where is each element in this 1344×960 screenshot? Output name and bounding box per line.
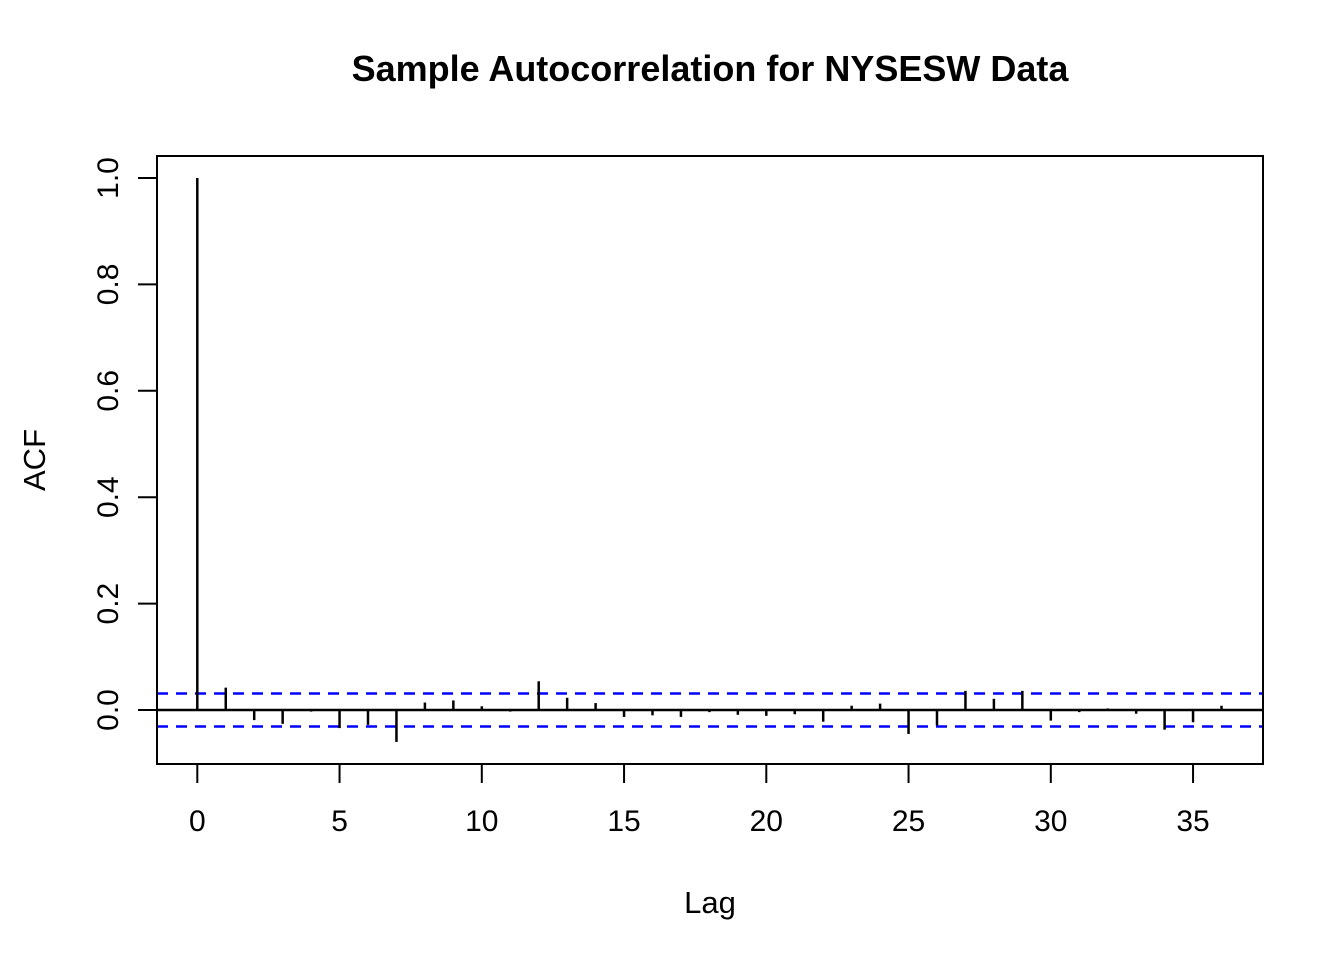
x-tick-label-25: 25 [892,805,925,838]
y-tick-label-0.6: 0.6 [92,370,125,412]
chart-title: Sample Autocorrelation for NYSESW Data [352,48,1070,89]
x-axis: 0 5 10 15 20 25 30 35 [189,764,1210,838]
x-axis-label: Lag [684,885,736,920]
confidence-bands [157,692,1263,728]
x-tick-label-30: 30 [1034,805,1067,838]
y-tick-label-1.0: 1.0 [92,157,125,199]
x-tick-label-20: 20 [750,805,783,838]
acf-spikes [196,178,1223,742]
y-tick-label-0.0: 0.0 [92,689,125,731]
y-tick-label-0.4: 0.4 [92,476,125,518]
plot-border-group [156,155,1264,765]
x-tick-label-35: 35 [1176,805,1209,838]
x-tick-label-5: 5 [331,805,348,838]
y-tick-label-0.2: 0.2 [92,583,125,625]
plot-border [156,155,1264,765]
x-tick-label-15: 15 [607,805,640,838]
x-tick-label-0: 0 [189,805,206,838]
y-tick-label-0.8: 0.8 [92,264,125,306]
y-axis-label: ACF [17,429,52,491]
x-tick-label-10: 10 [465,805,498,838]
y-axis: 0.0 0.2 0.4 0.6 0.8 1.0 [92,157,157,731]
